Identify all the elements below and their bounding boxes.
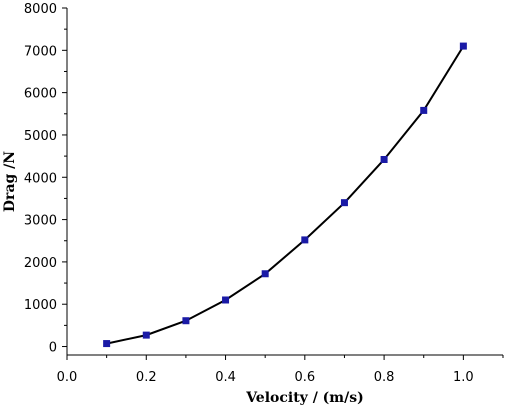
x-tick-label: 0.0 xyxy=(57,370,78,385)
data-point xyxy=(182,317,190,325)
y-tick-label: 4000 xyxy=(24,171,57,186)
data-point xyxy=(222,296,230,304)
y-tick-label: 2000 xyxy=(24,256,57,271)
data-point xyxy=(301,236,309,244)
y-tick-label: 6000 xyxy=(24,87,57,102)
ticks xyxy=(62,7,504,360)
y-tick-label: 5000 xyxy=(24,129,57,144)
x-tick-label: 1.0 xyxy=(453,370,474,385)
series-line xyxy=(106,45,465,345)
x-tick-label: 0.6 xyxy=(294,370,315,385)
data-point xyxy=(103,340,111,348)
x-tick-label: 0.4 xyxy=(215,370,236,385)
y-tick-label: 7000 xyxy=(24,44,57,59)
data-markers xyxy=(103,42,467,348)
data-point xyxy=(459,42,467,50)
x-tick-label: 0.2 xyxy=(136,370,157,385)
data-point xyxy=(261,270,269,278)
axes xyxy=(66,8,503,356)
y-axis-title: Drag /N xyxy=(2,151,18,212)
y-tick-label: 8000 xyxy=(24,2,57,17)
data-point xyxy=(380,155,388,163)
data-point xyxy=(420,106,428,114)
tick-labels: 0.0 0.2 0.4 0.6 0.8 1.0 0 1000 2000 3000 4000 5000 6… xyxy=(24,2,474,385)
x-tick-label: 0.8 xyxy=(374,370,395,385)
y-tick-label: 3000 xyxy=(24,214,57,229)
data-point xyxy=(142,331,150,339)
data-point xyxy=(340,199,348,207)
x-axis-title: Velocity / (m/s) xyxy=(245,390,364,406)
y-tick-label: 1000 xyxy=(24,298,57,313)
y-tick-label: 0 xyxy=(49,341,57,356)
